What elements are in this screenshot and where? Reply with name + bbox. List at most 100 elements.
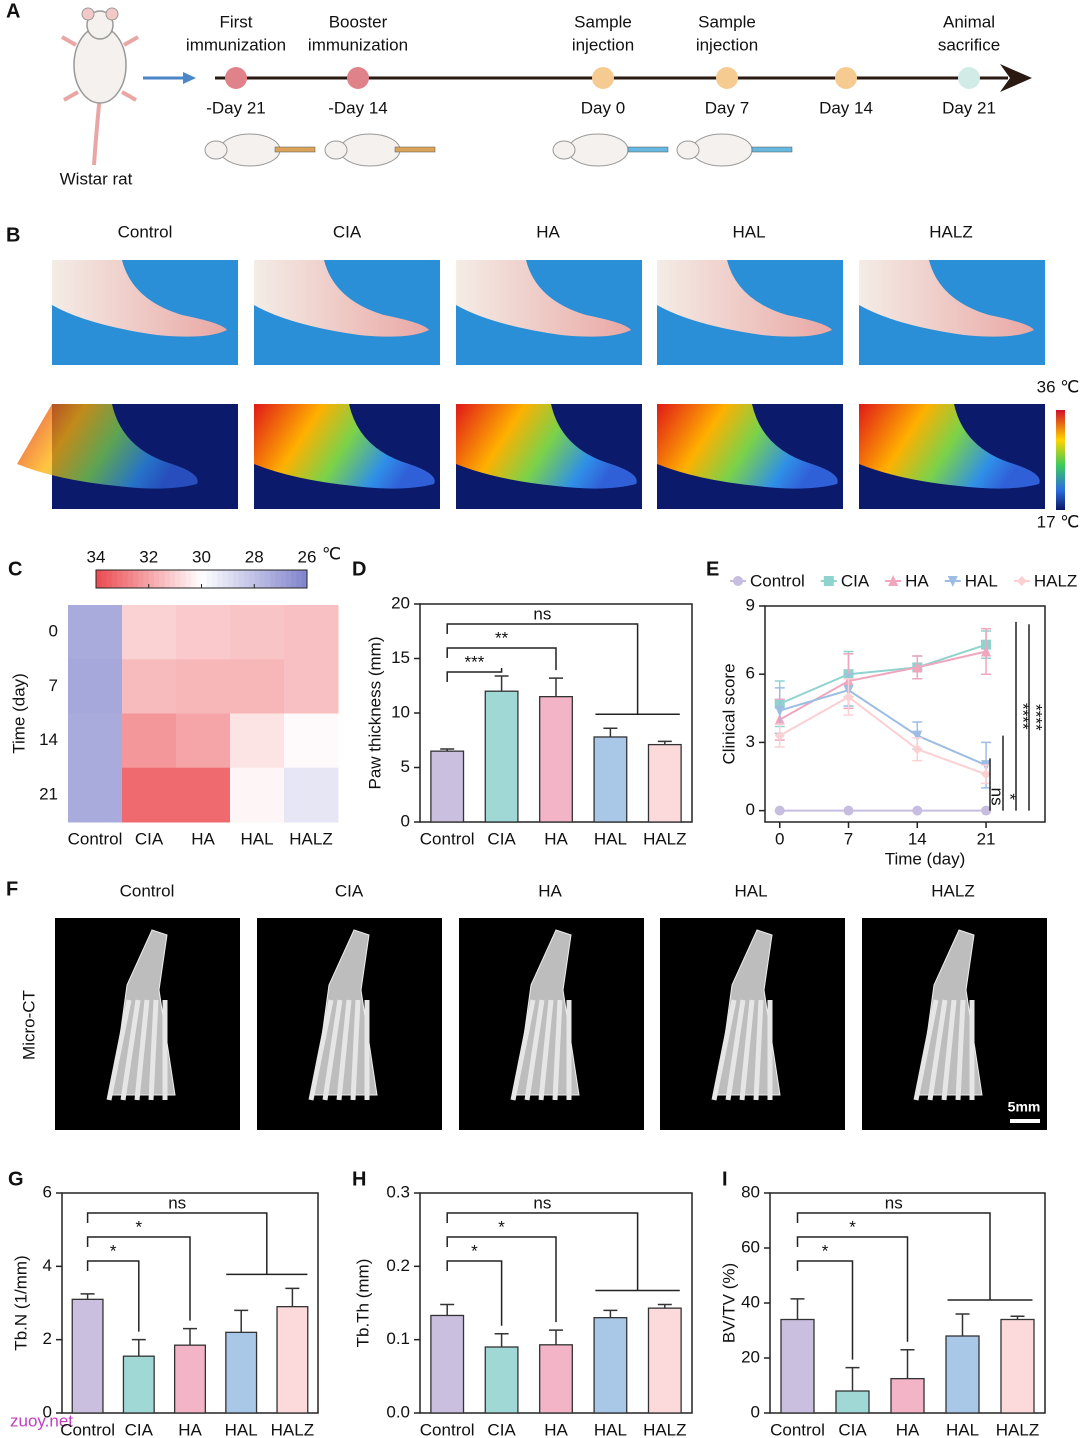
group-label: HALZ [931, 881, 974, 900]
group-label: HA [536, 222, 560, 241]
bar [835, 1390, 870, 1414]
heatmap-cell [284, 713, 339, 769]
bar [539, 696, 573, 823]
colorbar-segment [169, 570, 176, 588]
bar [430, 750, 465, 823]
toe [955, 999, 966, 1101]
x-tick-label: Control [68, 829, 123, 848]
significance-label: ns [168, 1193, 186, 1212]
line [779, 689, 987, 767]
error-bar [80, 1293, 95, 1300]
paw [52, 260, 227, 337]
x-tick-label: HA [178, 1420, 202, 1438]
bar [780, 1318, 815, 1414]
toe [350, 999, 361, 1101]
colorbar-segment [101, 570, 108, 588]
significance-bracket [446, 1260, 503, 1326]
x-tick-label: CIA [487, 1420, 516, 1438]
toe [552, 999, 563, 1101]
toe [725, 999, 746, 1101]
scale-max: 36 ℃ [1037, 377, 1080, 396]
y-tick-label: 4 [43, 1256, 52, 1275]
toe [927, 999, 948, 1101]
legend-marker [1016, 576, 1027, 586]
group-label: HAL [734, 881, 767, 900]
arrow-head [183, 72, 196, 84]
x-axis-label: Time (day) [885, 849, 966, 868]
significance-label: * [822, 1241, 829, 1260]
event-label: Booster [329, 12, 388, 31]
point [912, 744, 923, 755]
heatmap-cell [230, 659, 285, 714]
bar [430, 1314, 465, 1414]
y-tick-label: 0 [401, 811, 410, 830]
rat-injection-icon [324, 133, 436, 167]
error-bar [603, 727, 618, 737]
x-tick-label: 21 [977, 829, 996, 848]
y-tick-label: 0.2 [386, 1256, 410, 1275]
event-day: Day 21 [942, 98, 996, 117]
colorbar-segment [143, 570, 150, 588]
head [676, 140, 700, 160]
thermal-paw [657, 404, 838, 489]
colorbar-segment [127, 570, 134, 588]
x-tick-label: HALZ [271, 1420, 314, 1438]
bar [71, 1298, 104, 1414]
body [567, 133, 629, 167]
rat-injection-icon [676, 133, 793, 167]
event-day: -Day 21 [206, 98, 266, 117]
toe [134, 999, 150, 1101]
panel-letter: D [352, 558, 366, 580]
colorbar-segment [122, 570, 129, 588]
significance-bracket [446, 1236, 557, 1323]
colorbar-segment [106, 570, 113, 588]
body [691, 133, 753, 167]
y-tick-label: 0 [746, 800, 755, 819]
heatmap-cell [68, 767, 123, 823]
heatmap-cell [68, 605, 123, 660]
error-bar [494, 1333, 509, 1347]
y-tick-label: 14 [39, 730, 58, 749]
toe [913, 999, 939, 1101]
x-tick-label: HALZ [996, 1420, 1039, 1438]
rat-injection-icon [552, 133, 669, 167]
colorbar-segment [264, 570, 271, 588]
syringe [274, 146, 316, 153]
y-axis-label: Tb.N (1/mm) [11, 1255, 30, 1350]
x-tick-label: 14 [908, 829, 927, 848]
colorbar-segment [285, 570, 292, 588]
y-tick-label: 20 [741, 1347, 760, 1366]
group-label: Control [118, 222, 173, 241]
toe [524, 999, 545, 1101]
colorbar-label: 28 [245, 547, 264, 566]
x-tick-label: HAL [225, 1420, 258, 1438]
colorbar-label: 32 [139, 547, 158, 566]
x-tick-label: Control [770, 1420, 825, 1438]
y-tick-label: 20 [391, 593, 410, 612]
row-label: Micro-CT [19, 990, 38, 1060]
error-bar [1010, 1315, 1025, 1320]
point [981, 805, 992, 816]
colorbar-segment [196, 570, 202, 588]
error-bar [440, 1303, 455, 1316]
y-axis-label: Time (day) [9, 673, 28, 754]
bar [484, 1346, 519, 1414]
panel-letter: H [352, 1168, 366, 1190]
timeline-dot [592, 67, 614, 89]
event-label: Sample [698, 12, 756, 31]
toe [106, 999, 132, 1101]
colorbar-segment [222, 570, 229, 588]
line [779, 643, 987, 705]
rat-injection-icon [204, 133, 316, 167]
event-label: injection [696, 35, 758, 54]
colorbar-label: 34 [87, 547, 106, 566]
bar [539, 1344, 573, 1414]
paw [657, 260, 832, 337]
y-tick-label: 15 [391, 648, 410, 667]
heatmap-cell [176, 713, 231, 769]
colorbar-segment [154, 570, 160, 588]
bar [890, 1377, 925, 1414]
timeline-dot [958, 67, 980, 89]
colorbar-segment [301, 570, 308, 588]
colorbar-segment [212, 570, 218, 588]
